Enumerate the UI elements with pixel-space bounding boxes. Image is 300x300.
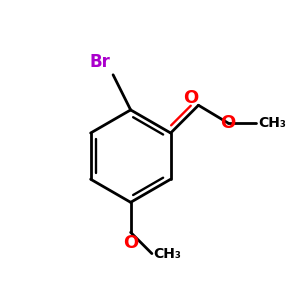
Text: CH₃: CH₃ [153, 247, 181, 261]
Text: O: O [184, 89, 199, 107]
Text: CH₃: CH₃ [258, 116, 286, 130]
Text: O: O [220, 114, 236, 132]
Text: O: O [123, 233, 138, 251]
Text: Br: Br [90, 53, 111, 71]
